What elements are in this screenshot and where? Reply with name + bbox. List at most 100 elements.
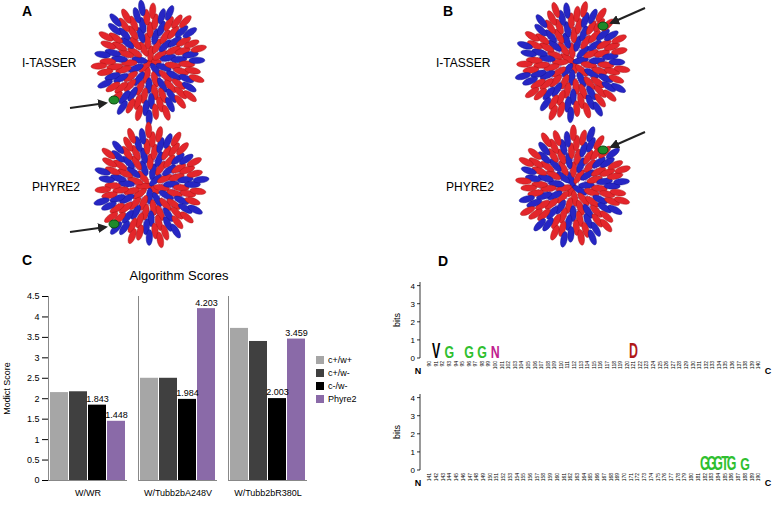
svg-text:134: 134: [716, 361, 722, 370]
svg-text:118: 118: [611, 361, 617, 369]
svg-text:131: 131: [696, 361, 702, 370]
svg-text:150: 150: [487, 473, 493, 482]
svg-text:1.843: 1.843: [86, 394, 109, 404]
svg-text:152: 152: [500, 473, 506, 482]
svg-text:175: 175: [655, 473, 661, 482]
svg-text:4: 4: [411, 394, 416, 403]
svg-text:179: 179: [681, 473, 687, 482]
svg-text:115: 115: [591, 361, 597, 369]
svg-text:180: 180: [688, 473, 694, 482]
svg-text:D: D: [438, 253, 448, 269]
svg-text:A: A: [22, 3, 32, 19]
svg-text:138: 138: [742, 361, 748, 370]
svg-text:93: 93: [446, 361, 452, 367]
svg-text:165: 165: [587, 473, 593, 482]
svg-text:174: 174: [648, 473, 654, 482]
svg-text:G: G: [464, 342, 474, 362]
svg-text:bits: bits: [392, 313, 402, 328]
svg-text:128: 128: [676, 361, 682, 370]
svg-text:3.5: 3.5: [27, 332, 40, 342]
svg-text:153: 153: [507, 473, 513, 482]
svg-text:123: 123: [643, 361, 649, 370]
svg-text:106: 106: [532, 361, 538, 370]
svg-text:178: 178: [675, 473, 681, 482]
svg-text:173: 173: [641, 473, 647, 482]
svg-text:N: N: [415, 366, 422, 376]
svg-text:0: 0: [411, 466, 416, 475]
svg-text:140: 140: [755, 361, 761, 370]
svg-text:176: 176: [661, 473, 667, 482]
svg-text:95: 95: [459, 361, 465, 367]
svg-text:99: 99: [485, 361, 491, 367]
svg-text:3: 3: [411, 412, 416, 421]
svg-text:129: 129: [683, 361, 689, 370]
svg-text:127: 127: [670, 361, 676, 370]
svg-text:1: 1: [411, 336, 416, 345]
svg-text:155: 155: [520, 473, 526, 482]
svg-text:147: 147: [467, 473, 473, 482]
svg-text:W/Tubb2bR380L: W/Tubb2bR380L: [234, 488, 302, 498]
svg-text:2.5: 2.5: [27, 373, 40, 383]
svg-text:G: G: [444, 342, 454, 362]
svg-text:2: 2: [411, 430, 416, 439]
svg-text:N: N: [415, 478, 422, 488]
svg-text:159: 159: [547, 473, 553, 482]
svg-text:92: 92: [439, 361, 445, 367]
svg-text:100: 100: [492, 361, 498, 370]
svg-text:1: 1: [411, 448, 416, 457]
svg-text:I-TASSER: I-TASSER: [436, 56, 491, 70]
svg-text:G: G: [727, 452, 737, 475]
svg-text:4: 4: [411, 282, 416, 291]
svg-text:105: 105: [525, 361, 531, 370]
svg-text:bits: bits: [392, 425, 402, 440]
svg-text:104: 104: [518, 361, 524, 370]
svg-text:124: 124: [650, 361, 656, 370]
svg-text:112: 112: [571, 361, 577, 369]
svg-text:125: 125: [657, 361, 663, 370]
svg-text:160: 160: [554, 473, 560, 482]
svg-text:1: 1: [34, 434, 39, 444]
svg-text:126: 126: [663, 361, 669, 370]
svg-text:142: 142: [433, 473, 439, 482]
svg-text:114: 114: [584, 361, 590, 369]
svg-text:189: 189: [749, 473, 755, 482]
svg-text:D: D: [629, 338, 638, 363]
svg-text:3.459: 3.459: [285, 328, 308, 338]
svg-text:96: 96: [466, 361, 472, 367]
svg-text:158: 158: [540, 473, 546, 482]
svg-text:163: 163: [574, 473, 580, 482]
svg-text:111: 111: [564, 361, 570, 369]
svg-text:4: 4: [34, 312, 39, 322]
svg-text:171: 171: [628, 473, 634, 482]
svg-text:143: 143: [440, 473, 446, 482]
svg-text:130: 130: [690, 361, 696, 370]
svg-text:136: 136: [729, 361, 735, 370]
svg-text:C: C: [765, 478, 772, 488]
svg-text:172: 172: [634, 473, 640, 482]
svg-text:135: 135: [722, 361, 728, 370]
svg-text:177: 177: [668, 473, 674, 482]
svg-text:3: 3: [34, 353, 39, 363]
svg-text:103: 103: [512, 361, 518, 370]
svg-text:94: 94: [453, 361, 459, 367]
svg-text:G: G: [477, 342, 487, 362]
svg-text:156: 156: [527, 473, 533, 482]
svg-text:1.448: 1.448: [105, 410, 128, 420]
svg-text:188: 188: [742, 473, 748, 482]
svg-text:141: 141: [426, 473, 432, 482]
svg-text:Modict Score: Modict Score: [2, 362, 12, 415]
svg-text:0.5: 0.5: [27, 455, 40, 465]
svg-text:148: 148: [473, 473, 479, 482]
svg-text:I-TASSER: I-TASSER: [22, 56, 77, 70]
svg-text:97: 97: [472, 361, 478, 367]
svg-text:133: 133: [709, 361, 715, 370]
svg-text:149: 149: [480, 473, 486, 482]
svg-text:4.5: 4.5: [27, 291, 40, 301]
svg-text:PHYRE2: PHYRE2: [32, 180, 80, 194]
svg-text:PHYRE2: PHYRE2: [446, 180, 494, 194]
svg-text:139: 139: [749, 361, 755, 370]
svg-text:W/Tubb2bA248V: W/Tubb2bA248V: [144, 488, 212, 498]
svg-text:V: V: [432, 338, 440, 363]
svg-text:W/WR: W/WR: [75, 488, 101, 498]
svg-text:168: 168: [608, 473, 614, 482]
